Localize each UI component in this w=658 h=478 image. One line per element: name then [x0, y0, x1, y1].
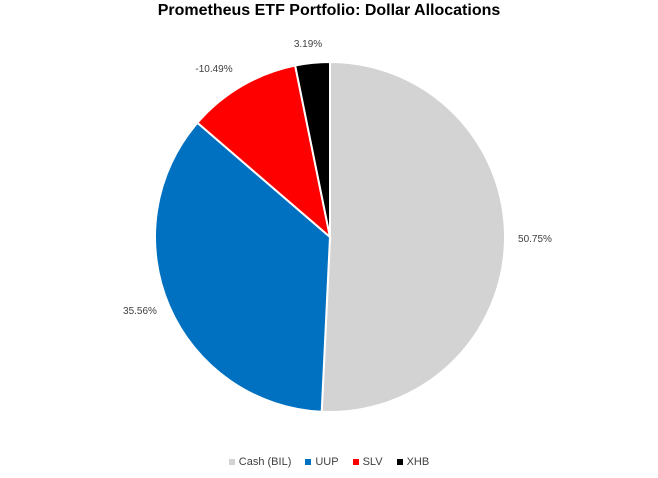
pie-slice-uup	[154, 121, 332, 413]
data-label-2: -10.49%	[195, 64, 232, 75]
data-label-0: 50.75%	[518, 234, 552, 245]
legend-swatch	[352, 459, 359, 465]
legend-swatch	[396, 459, 403, 465]
legend-label: SLV	[362, 456, 383, 468]
data-label-3: 3.19%	[294, 39, 322, 50]
legend-label: Cash (BIL)	[238, 456, 292, 468]
data-label-1: 35.56%	[123, 306, 157, 317]
legend-item: Cash (BIL)	[228, 456, 292, 468]
pie-slice-slv	[196, 64, 332, 240]
legend-swatch	[228, 459, 235, 465]
legend-swatch	[305, 459, 312, 465]
legend-item: UUP	[305, 456, 339, 468]
legend-label: UUP	[315, 456, 339, 468]
chart-title: Prometheus ETF Portfolio: Dollar Allocat…	[157, 2, 501, 19]
legend-label: XHB	[406, 456, 430, 468]
legend-item: XHB	[396, 456, 430, 468]
pie-slice-cash-bil	[320, 60, 506, 413]
legend: Cash (BIL) UUP SLV XHB	[0, 456, 658, 468]
pie-slice-xhb	[293, 60, 331, 238]
legend-item: SLV	[352, 456, 383, 468]
